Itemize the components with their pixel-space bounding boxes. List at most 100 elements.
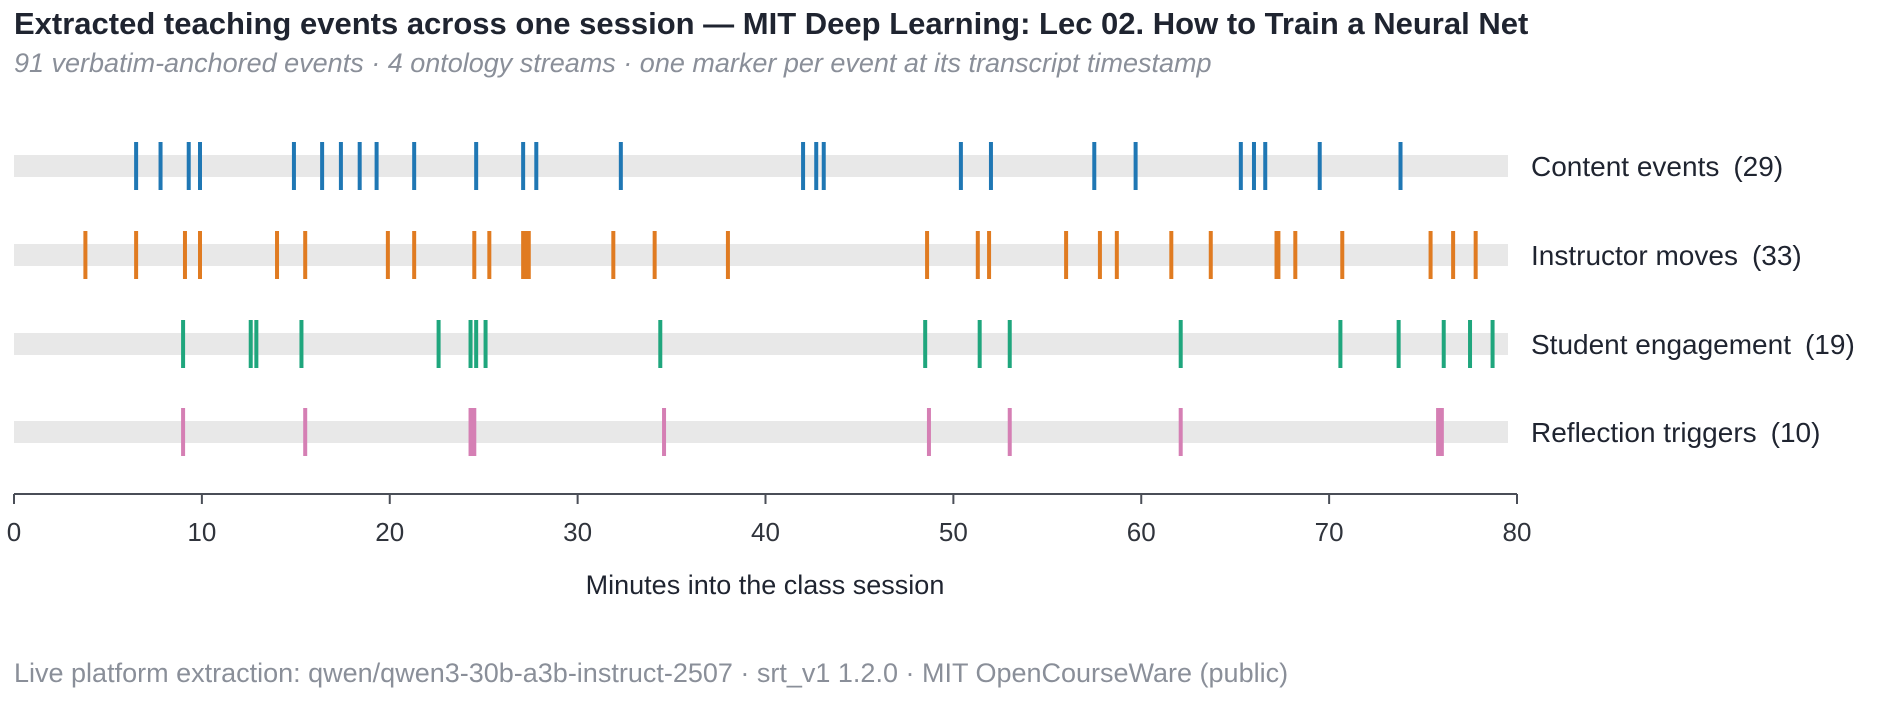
event-marker-student-engagement xyxy=(468,320,473,368)
event-marker-instructor-moves xyxy=(975,231,980,279)
event-marker-content-events xyxy=(474,142,479,190)
track-backgrounds xyxy=(14,155,1508,443)
event-marker-student-engagement xyxy=(923,320,928,368)
x-axis: 0 10 20 30 40 50 60 70 80 xyxy=(7,493,1532,547)
event-marker-reflection-triggers xyxy=(926,408,931,456)
event-marker-content-events xyxy=(338,142,343,190)
event-marker-student-engagement xyxy=(1490,320,1495,368)
event-marker-reflection-triggers xyxy=(662,408,667,456)
event-marker-instructor-moves xyxy=(725,231,730,279)
event-marker-reflection-triggers xyxy=(303,408,308,456)
event-marker-reflection-triggers xyxy=(468,408,473,456)
series-name: Reflection triggers xyxy=(1531,417,1757,448)
event-marker-instructor-moves xyxy=(1169,231,1174,279)
event-marker-reflection-triggers xyxy=(181,408,186,456)
event-marker-instructor-moves xyxy=(987,231,992,279)
x-tick-label: 50 xyxy=(939,517,968,547)
event-marker-instructor-moves xyxy=(611,231,616,279)
x-tick-label: 70 xyxy=(1315,517,1344,547)
event-marker-reflection-triggers xyxy=(1436,408,1441,456)
event-marker-content-events xyxy=(197,142,202,190)
event-marker-content-events xyxy=(801,142,806,190)
track-student-engagement xyxy=(14,333,1508,355)
event-marker-student-engagement xyxy=(1396,320,1401,368)
event-marker-instructor-moves xyxy=(925,231,930,279)
x-tick-label: 60 xyxy=(1127,517,1156,547)
event-marker-content-events xyxy=(1263,142,1268,190)
event-marker-student-engagement xyxy=(1468,320,1473,368)
x-axis-title: Minutes into the class session xyxy=(586,570,945,600)
event-marker-instructor-moves xyxy=(487,231,492,279)
event-marker-content-events xyxy=(1251,142,1256,190)
track-reflection-triggers xyxy=(14,421,1508,443)
event-marker-reflection-triggers xyxy=(1007,408,1012,456)
event-marker-content-events xyxy=(1092,142,1097,190)
x-tick-label: 30 xyxy=(563,517,592,547)
event-marker-content-events xyxy=(534,142,539,190)
event-marker-instructor-moves xyxy=(1114,231,1119,279)
event-marker-content-events xyxy=(1317,142,1322,190)
event-marker-instructor-moves xyxy=(1340,231,1345,279)
event-marker-content-events xyxy=(357,142,362,190)
event-marker-instructor-moves xyxy=(1293,231,1298,279)
event-marker-student-engagement xyxy=(1338,320,1343,368)
event-marker-instructor-moves xyxy=(472,231,477,279)
event-marker-instructor-moves xyxy=(182,231,187,279)
event-marker-content-events xyxy=(186,142,191,190)
event-marker-student-engagement xyxy=(1007,320,1012,368)
event-marker-student-engagement xyxy=(181,320,186,368)
event-marker-student-engagement xyxy=(436,320,441,368)
x-tick-label: 20 xyxy=(375,517,404,547)
x-tick-label: 0 xyxy=(7,517,21,547)
series-count: (29) xyxy=(1733,151,1783,182)
event-marker-student-engagement xyxy=(1441,320,1446,368)
event-marker-instructor-moves xyxy=(134,231,139,279)
event-marker-instructor-moves xyxy=(1473,231,1478,279)
event-marker-content-events xyxy=(158,142,163,190)
footer-note: Live platform extraction: qwen/qwen3-30b… xyxy=(14,658,1289,688)
x-tick-label: 10 xyxy=(187,517,216,547)
event-marker-instructor-moves xyxy=(1428,231,1433,279)
row-label-reflection-triggers: Reflection triggers (10) xyxy=(1531,417,1820,448)
track-content-events xyxy=(14,155,1508,177)
x-tick-label: 80 xyxy=(1503,517,1532,547)
event-marker-instructor-moves xyxy=(275,231,280,279)
series-name: Instructor moves xyxy=(1531,240,1738,271)
series-name: Content events xyxy=(1531,151,1719,182)
event-marker-content-events xyxy=(821,142,826,190)
event-marker-instructor-moves xyxy=(526,231,531,279)
series-count: (10) xyxy=(1771,417,1821,448)
event-marker-content-events xyxy=(374,142,379,190)
event-marker-reflection-triggers xyxy=(472,408,477,456)
event-marker-student-engagement xyxy=(977,320,982,368)
event-marker-student-engagement xyxy=(658,320,663,368)
event-marker-student-engagement xyxy=(299,320,304,368)
track-instructor-moves xyxy=(14,244,1508,266)
event-marker-instructor-moves xyxy=(1208,231,1213,279)
event-markers xyxy=(83,142,1495,456)
x-tick-label: 40 xyxy=(751,517,780,547)
event-marker-content-events xyxy=(958,142,963,190)
event-marker-instructor-moves xyxy=(652,231,657,279)
series-name: Student engagement xyxy=(1531,329,1791,360)
event-marker-instructor-moves xyxy=(197,231,202,279)
event-marker-instructor-moves xyxy=(1276,231,1281,279)
event-marker-content-events xyxy=(814,142,819,190)
event-marker-content-events xyxy=(618,142,623,190)
event-marker-instructor-moves xyxy=(1097,231,1102,279)
row-label-student-engagement: Student engagement (19) xyxy=(1531,329,1855,360)
series-count: (19) xyxy=(1805,329,1855,360)
event-marker-content-events xyxy=(320,142,325,190)
event-marker-instructor-moves xyxy=(385,231,390,279)
event-marker-student-engagement xyxy=(474,320,479,368)
event-marker-content-events xyxy=(521,142,526,190)
event-marker-content-events xyxy=(988,142,993,190)
event-marker-student-engagement xyxy=(483,320,488,368)
event-marker-instructor-moves xyxy=(1451,231,1456,279)
row-labels: Content events (29) Instructor moves (33) St… xyxy=(1531,151,1855,448)
event-marker-student-engagement xyxy=(248,320,253,368)
event-marker-content-events xyxy=(412,142,417,190)
event-marker-reflection-triggers xyxy=(1178,408,1183,456)
event-marker-student-engagement xyxy=(254,320,259,368)
